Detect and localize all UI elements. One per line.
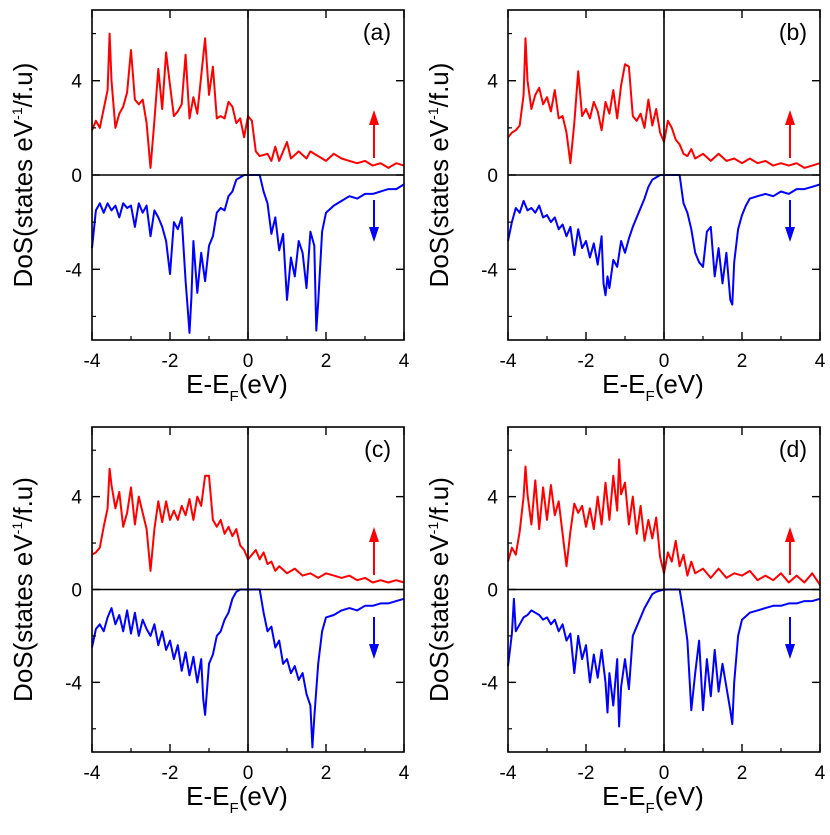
panel-label: (a) [363, 19, 391, 45]
x-tick-label: 2 [737, 351, 748, 372]
x-axis-label-main: E-E [602, 781, 645, 811]
spin-down-dos-line [91, 588, 405, 749]
x-axis-label-unit: (eV) [239, 781, 288, 811]
x-axis-label-subscript: F [230, 800, 239, 817]
y-axis-label-unit: /f.u) [8, 63, 38, 108]
dos-panel: -4 -2 0 2 4 -4 0 4 (b) E-EF(eV) DoS(states eV-1/f.… [424, 9, 826, 405]
spin-up-dos-line [91, 467, 405, 584]
panel-label: (c) [364, 436, 391, 462]
dos-panel: -4 -2 0 2 4 -4 0 4 (c) E-EF(eV) DoS(states eV-1/f.… [8, 426, 410, 817]
y-tick-label: 4 [71, 72, 82, 93]
x-tick-label: -2 [162, 351, 179, 372]
x-axis-label-main: E-E [186, 781, 229, 811]
panel-label: (d) [779, 436, 807, 462]
x-tick-label: -2 [162, 763, 179, 784]
y-axis-label-main: DoS(states eV [8, 534, 38, 702]
y-axis-label-superscript: -1 [425, 522, 441, 535]
spin-down-dos-line [507, 174, 821, 306]
x-tick-label: -4 [84, 763, 101, 784]
spin-down-arrow-head [785, 227, 795, 242]
y-axis-label: DoS(states eV-1/f.u) [8, 63, 38, 288]
dos-panel: -4 -2 0 2 4 -4 0 4 (d) E-EF(eV) DoS(states eV-1/f.… [424, 426, 826, 817]
spin-up-dos-line [507, 458, 821, 586]
y-axis-label-main: DoS(states eV [8, 119, 38, 287]
x-axis-label: E-EF(eV) [186, 781, 288, 817]
x-axis-label-subscript: F [646, 388, 655, 405]
spin-up-dos-line [91, 32, 405, 169]
x-axis-label-unit: (eV) [239, 369, 288, 399]
y-tick-label: 0 [71, 581, 82, 602]
x-axis-label-main: E-E [186, 369, 229, 399]
spin-up-arrow-head [785, 110, 795, 125]
spin-down-arrow-head [369, 644, 379, 659]
spin-up-arrow-head [369, 110, 379, 125]
x-tick-label: -2 [578, 763, 595, 784]
x-axis-label-unit: (eV) [655, 781, 704, 811]
x-axis-label-unit: (eV) [655, 369, 704, 399]
y-axis-label-main: DoS(states eV [424, 119, 454, 287]
x-tick-label: 4 [815, 351, 826, 372]
x-tick-label: 4 [399, 763, 410, 784]
y-axis-label: DoS(states eV-1/f.u) [8, 477, 38, 702]
y-axis-label: DoS(states eV-1/f.u) [424, 477, 454, 702]
y-tick-label: -4 [65, 260, 82, 281]
spin-down-dos-line [507, 588, 821, 728]
panel-label: (b) [779, 19, 807, 45]
y-tick-label: 0 [487, 166, 498, 187]
x-axis-label: E-EF(eV) [602, 369, 704, 405]
spin-down-arrow-head [369, 227, 379, 242]
x-tick-label: 4 [399, 351, 410, 372]
x-axis-label-main: E-E [602, 369, 645, 399]
spin-down-dos-line [91, 174, 405, 334]
x-tick-label: -4 [500, 763, 517, 784]
x-axis-label-subscript: F [646, 800, 655, 817]
y-tick-label: -4 [481, 673, 498, 694]
spin-up-arrow-head [369, 527, 379, 542]
spin-down-arrow-head [785, 644, 795, 659]
x-tick-label: -2 [578, 351, 595, 372]
x-axis-label-subscript: F [230, 388, 239, 405]
y-tick-label: 4 [71, 488, 82, 509]
y-axis-label-superscript: -1 [9, 107, 25, 120]
y-axis-label: DoS(states eV-1/f.u) [424, 63, 454, 288]
y-tick-label: -4 [481, 260, 498, 281]
spin-up-arrow-head [785, 527, 795, 542]
x-axis-label: E-EF(eV) [186, 369, 288, 405]
y-tick-label: 4 [487, 488, 498, 509]
y-axis-label-superscript: -1 [425, 107, 441, 120]
x-tick-label: -4 [84, 351, 101, 372]
x-tick-label: 0 [243, 351, 254, 372]
y-tick-label: 0 [71, 166, 82, 187]
y-axis-label-unit: /f.u) [8, 477, 38, 522]
y-axis-label-unit: /f.u) [424, 63, 454, 108]
y-tick-label: 4 [487, 72, 498, 93]
y-axis-label-unit: /f.u) [424, 477, 454, 522]
y-tick-label: 0 [487, 581, 498, 602]
x-tick-label: 2 [737, 763, 748, 784]
x-tick-label: 0 [659, 351, 670, 372]
y-tick-label: -4 [65, 673, 82, 694]
x-tick-label: 0 [659, 763, 670, 784]
x-tick-label: 2 [321, 763, 332, 784]
y-axis-label-superscript: -1 [9, 522, 25, 535]
y-axis-label-main: DoS(states eV [424, 534, 454, 702]
x-tick-label: 0 [243, 763, 254, 784]
x-tick-label: 2 [321, 351, 332, 372]
spin-up-dos-line [507, 37, 821, 169]
x-tick-label: 4 [815, 763, 826, 784]
x-axis-label: E-EF(eV) [602, 781, 704, 817]
dos-panel: -4 -2 0 2 4 -4 0 4 (a) E-EF(eV) DoS(states eV-1/f.… [8, 9, 410, 405]
x-tick-label: -4 [500, 351, 517, 372]
